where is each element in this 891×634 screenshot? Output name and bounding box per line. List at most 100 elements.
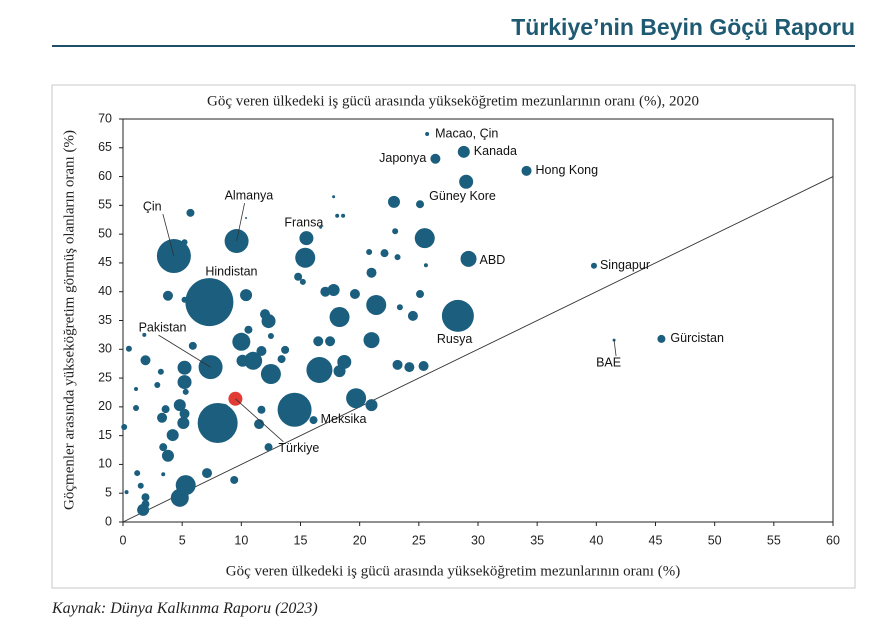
bubble <box>173 399 186 412</box>
bubble <box>175 475 196 496</box>
x-tick-label: 35 <box>530 533 544 547</box>
bubble <box>267 333 274 340</box>
y-tick-label: 70 <box>98 111 112 125</box>
bubble <box>294 272 303 281</box>
point-label: Meksika <box>321 412 367 426</box>
bubble <box>349 289 360 300</box>
report-title: Türkiye’nin Beyin Göçü Raporu <box>511 14 855 40</box>
y-tick-label: 0 <box>105 514 112 528</box>
bubble <box>257 405 266 414</box>
x-axis-label: Göç veren ülkedeki iş gücü arasında yüks… <box>226 563 680 579</box>
bubble <box>657 334 666 343</box>
point-label: Hong Kong <box>536 163 599 177</box>
bubble <box>366 294 387 315</box>
bubble <box>416 200 425 209</box>
y-axis-label: Göçmenler arasında yükseköğretim görmüş … <box>61 130 77 510</box>
point-label: Türkiye <box>278 441 319 455</box>
y-tick-label: 55 <box>98 198 112 212</box>
y-tick-label: 35 <box>98 313 112 327</box>
bubble <box>387 195 400 208</box>
bubble <box>256 346 267 357</box>
bubble <box>141 493 150 502</box>
bubble <box>188 341 197 350</box>
bubble <box>423 263 428 268</box>
y-tick-label: 10 <box>98 457 112 471</box>
bubble <box>277 355 286 364</box>
point-label: Güney Kore <box>429 189 496 203</box>
bubble <box>459 174 474 189</box>
bubble <box>254 419 265 430</box>
bubble <box>264 443 273 452</box>
x-tick-label: 0 <box>120 533 127 547</box>
bubble <box>159 443 168 452</box>
bubble <box>441 299 474 332</box>
bubble <box>341 213 346 218</box>
point-label: Macao, Çin <box>435 126 498 140</box>
bubble <box>319 225 323 229</box>
bubble <box>217 403 230 416</box>
bubble <box>306 357 333 384</box>
y-tick-label: 25 <box>98 370 112 384</box>
point-label: Fransa <box>284 215 323 229</box>
bubble <box>337 354 352 369</box>
bubble <box>162 290 173 301</box>
x-tick-label: 20 <box>353 533 367 547</box>
bubble <box>182 388 189 395</box>
point-label: Rusya <box>437 332 472 346</box>
bubble <box>430 153 441 164</box>
point-label: Gürcistan <box>670 331 724 345</box>
bubble <box>396 304 403 311</box>
bubble <box>460 250 477 267</box>
bubble <box>325 336 336 347</box>
bubble <box>277 392 312 427</box>
bubble <box>142 332 147 337</box>
bubble <box>425 131 430 136</box>
bubble <box>299 278 306 285</box>
bubble <box>299 231 314 246</box>
bubble <box>392 359 403 370</box>
y-tick-label: 20 <box>98 399 112 413</box>
bubble <box>177 416 190 429</box>
leader-line <box>613 340 617 357</box>
bubble <box>240 289 253 302</box>
bubble <box>185 278 234 327</box>
bubble <box>295 247 316 268</box>
diagonal-line <box>122 176 834 523</box>
bubble <box>363 332 380 349</box>
x-tick-label: 55 <box>767 533 781 547</box>
bubble <box>313 336 324 347</box>
bubble <box>590 262 597 269</box>
bubble <box>457 145 470 158</box>
point-label: Japonya <box>379 151 426 165</box>
bubble <box>281 345 290 354</box>
bubble <box>366 248 373 255</box>
bubble <box>186 208 195 217</box>
leader-line <box>236 202 245 242</box>
chart-title: Göç veren ülkedeki iş gücü arasında yüks… <box>207 93 699 109</box>
bubble <box>161 472 166 477</box>
bubble <box>121 424 128 431</box>
bubble <box>245 217 248 220</box>
bubble <box>177 375 192 390</box>
x-tick-label: 60 <box>826 533 840 547</box>
bubble <box>177 360 192 375</box>
bubble <box>133 405 140 412</box>
bubble <box>137 482 144 489</box>
bubble <box>154 381 161 388</box>
bubble <box>140 355 151 366</box>
bubble <box>332 195 336 199</box>
bubble <box>416 290 425 299</box>
header-rule <box>52 45 855 47</box>
bubble <box>327 283 340 296</box>
y-tick-label: 5 <box>105 486 112 500</box>
bubble <box>181 296 188 303</box>
bubble <box>181 239 188 246</box>
bubble <box>161 449 174 462</box>
bubble <box>407 310 418 321</box>
point-label: Almanya <box>225 188 274 202</box>
point-label: Çin <box>143 199 162 213</box>
x-tick-label: 45 <box>649 533 663 547</box>
point-label: Kanada <box>474 144 517 158</box>
